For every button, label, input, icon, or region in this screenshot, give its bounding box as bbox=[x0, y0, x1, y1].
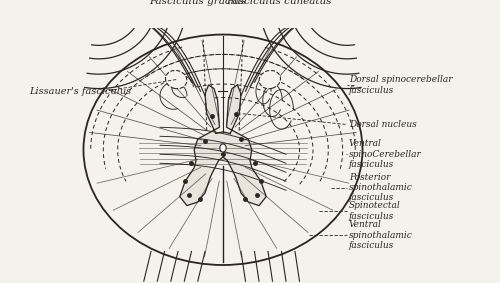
Text: Fasciculus gracilis: Fasciculus gracilis bbox=[149, 0, 246, 6]
Ellipse shape bbox=[220, 144, 226, 152]
Text: Dorsal spinocerebellar
fasciculus: Dorsal spinocerebellar fasciculus bbox=[349, 75, 453, 95]
Polygon shape bbox=[180, 85, 266, 205]
Ellipse shape bbox=[166, 70, 187, 89]
Ellipse shape bbox=[84, 35, 362, 265]
Text: Ventral
spinoCerebellar
fasciculus: Ventral spinoCerebellar fasciculus bbox=[349, 139, 422, 169]
Text: Lissauer's fasciculus: Lissauer's fasciculus bbox=[30, 87, 132, 96]
Text: Fasciculus cuneatus: Fasciculus cuneatus bbox=[226, 0, 332, 6]
Text: Ventral
spinothalamic
fasciculus: Ventral spinothalamic fasciculus bbox=[349, 220, 413, 250]
Text: Spinotectal
fasciculus: Spinotectal fasciculus bbox=[349, 201, 401, 221]
Text: Posterior
spinothalamic
fasciculus: Posterior spinothalamic fasciculus bbox=[349, 173, 413, 202]
Text: Dorsal nucleus: Dorsal nucleus bbox=[349, 120, 417, 129]
Ellipse shape bbox=[259, 70, 280, 89]
